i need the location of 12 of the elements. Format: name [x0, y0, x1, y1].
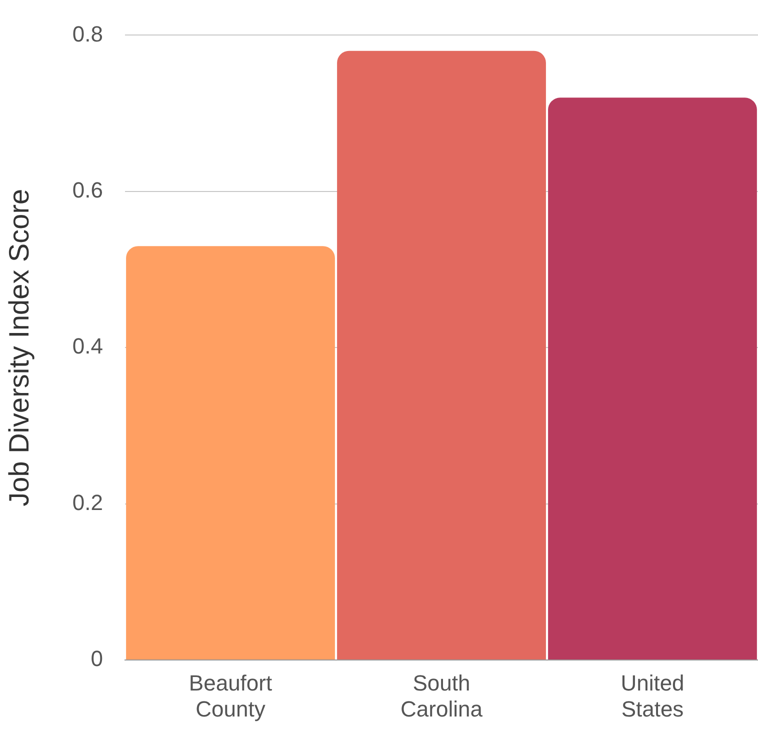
y-tick-label: 0.4	[72, 334, 103, 359]
x-tick-label: Beaufort County	[188, 670, 272, 722]
bar	[126, 246, 335, 660]
x-tick-label: South Carolina	[400, 670, 484, 722]
y-tick-label: 0.8	[72, 21, 103, 46]
y-axis-title: Job Diversity Index Score	[4, 188, 35, 506]
bar	[337, 50, 546, 660]
x-tick-label: United States	[620, 670, 684, 722]
bar	[548, 98, 757, 660]
y-tick-label: 0.6	[72, 177, 103, 202]
y-tick-label: 0	[90, 646, 103, 672]
y-tick-label: 0.2	[72, 490, 103, 515]
